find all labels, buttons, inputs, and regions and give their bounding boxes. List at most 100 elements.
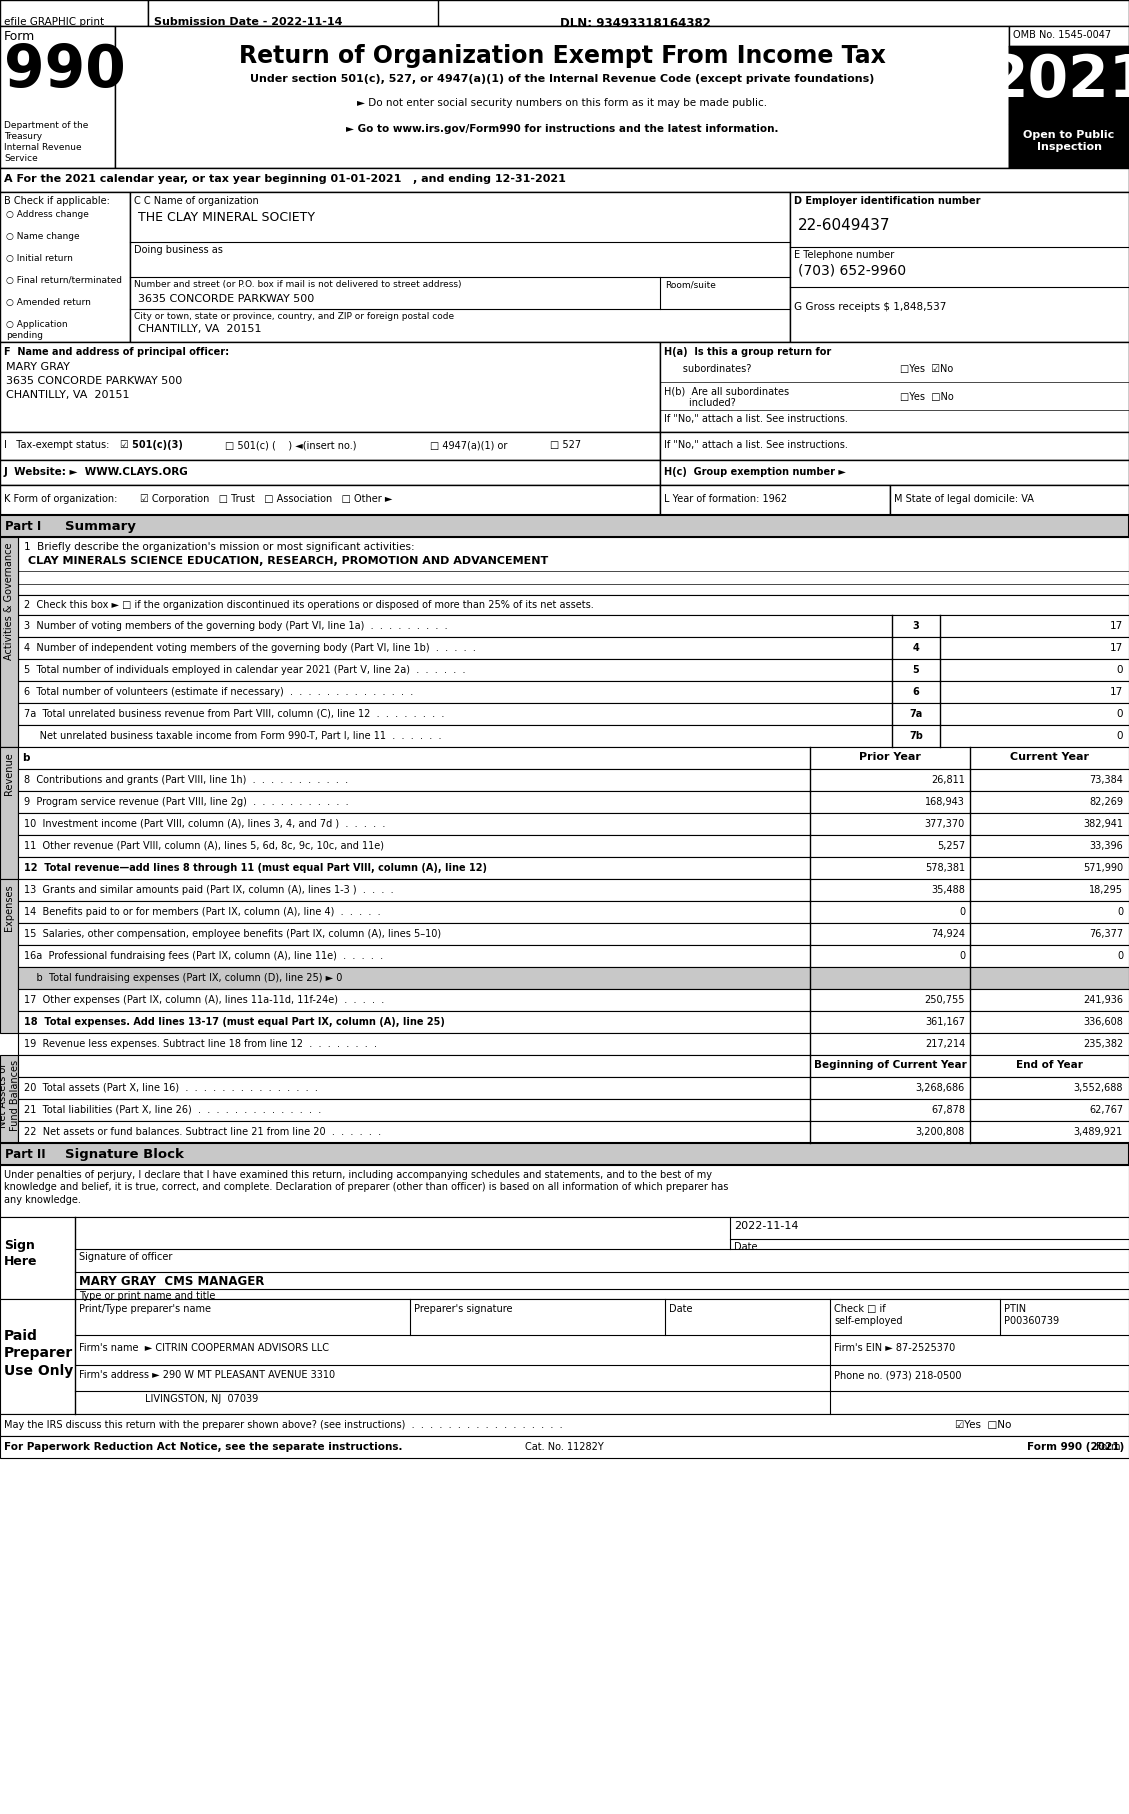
- Text: Phone no. (973) 218-0500: Phone no. (973) 218-0500: [834, 1370, 962, 1380]
- Text: 6: 6: [912, 688, 919, 697]
- Text: C C Name of organization: C C Name of organization: [134, 196, 259, 207]
- Text: 4  Number of independent voting members of the governing body (Part VI, line 1b): 4 Number of independent voting members o…: [24, 642, 476, 653]
- Bar: [0, 1217, 1129, 1299]
- Text: 7a  Total unrelated business revenue from Part VIII, column (C), line 12  .  .  : 7a Total unrelated business revenue from…: [24, 709, 445, 718]
- Text: 336,608: 336,608: [1083, 1018, 1123, 1027]
- Text: 3,268,686: 3,268,686: [916, 1083, 965, 1094]
- Text: 0: 0: [959, 907, 965, 918]
- Bar: [18, 1032, 1129, 1056]
- Text: Open to Public
Inspection: Open to Public Inspection: [1023, 131, 1114, 152]
- Text: ○ Name change: ○ Name change: [6, 232, 80, 241]
- Text: 6  Total number of volunteers (estimate if necessary)  .  .  .  .  .  .  .  .  .: 6 Total number of volunteers (estimate i…: [24, 688, 413, 697]
- Text: 17: 17: [1110, 620, 1123, 631]
- Text: ○ Initial return: ○ Initial return: [6, 254, 73, 263]
- Text: 382,941: 382,941: [1083, 818, 1123, 829]
- Text: 0: 0: [1117, 731, 1123, 740]
- Text: Under penalties of perjury, I declare that I have examined this return, includin: Under penalties of perjury, I declare th…: [5, 1170, 728, 1204]
- Text: 12  Total revenue—add lines 8 through 11 (must equal Part VIII, column (A), line: 12 Total revenue—add lines 8 through 11 …: [24, 863, 487, 873]
- Text: 19  Revenue less expenses. Subtract line 18 from line 12  .  .  .  .  .  .  .  .: 19 Revenue less expenses. Subtract line …: [24, 1039, 377, 1048]
- Text: 7a: 7a: [909, 709, 922, 718]
- Text: G Gross receipts $ 1,848,537: G Gross receipts $ 1,848,537: [794, 301, 946, 312]
- Text: I   Tax-exempt status:: I Tax-exempt status:: [5, 441, 110, 450]
- Bar: [18, 537, 1129, 595]
- Text: Firm's EIN ► 87-2525370: Firm's EIN ► 87-2525370: [834, 1342, 955, 1353]
- Text: 5,257: 5,257: [937, 842, 965, 851]
- Bar: [18, 880, 1129, 902]
- Bar: [18, 1056, 1129, 1078]
- Bar: [18, 769, 1129, 791]
- Text: Form: Form: [5, 31, 35, 44]
- Text: 76,377: 76,377: [1088, 929, 1123, 940]
- Bar: [1009, 25, 1129, 169]
- Text: THE CLAY MINERAL SOCIETY: THE CLAY MINERAL SOCIETY: [138, 210, 315, 223]
- Text: B Check if applicable:: B Check if applicable:: [5, 196, 110, 207]
- Text: Signature of officer: Signature of officer: [79, 1252, 173, 1263]
- Bar: [0, 343, 660, 432]
- Text: MARY GRAY: MARY GRAY: [6, 363, 70, 372]
- Bar: [660, 343, 1129, 432]
- Bar: [0, 432, 660, 461]
- Bar: [790, 192, 1129, 343]
- Text: OMB No. 1545-0047: OMB No. 1545-0047: [1013, 31, 1111, 40]
- Text: CHANTILLY, VA  20151: CHANTILLY, VA 20151: [138, 325, 262, 334]
- Text: 17  Other expenses (Part IX, column (A), lines 11a-11d, 11f-24e)  .  .  .  .  .: 17 Other expenses (Part IX, column (A), …: [24, 996, 384, 1005]
- Text: 18  Total expenses. Add lines 13-17 (must equal Part IX, column (A), line 25): 18 Total expenses. Add lines 13-17 (must…: [24, 1018, 445, 1027]
- Text: 8  Contributions and grants (Part VIII, line 1h)  .  .  .  .  .  .  .  .  .  .  : 8 Contributions and grants (Part VIII, l…: [24, 775, 348, 785]
- Text: ☑Yes  □No: ☑Yes □No: [955, 1420, 1012, 1429]
- Bar: [148, 0, 438, 25]
- Text: 17: 17: [1110, 688, 1123, 697]
- Bar: [0, 1413, 1129, 1437]
- Bar: [1009, 45, 1129, 123]
- Text: Expenses: Expenses: [5, 883, 14, 931]
- Text: M State of legal domicile: VA: M State of legal domicile: VA: [894, 493, 1034, 504]
- Text: 10  Investment income (Part VIII, column (A), lines 3, 4, and 7d )  .  .  .  .  : 10 Investment income (Part VIII, column …: [24, 818, 385, 829]
- Text: Cat. No. 11282Y: Cat. No. 11282Y: [525, 1442, 603, 1451]
- Bar: [18, 856, 1129, 880]
- Text: Summary: Summary: [65, 521, 135, 533]
- Text: J  Website: ►  WWW.CLAYS.ORG: J Website: ► WWW.CLAYS.ORG: [5, 466, 189, 477]
- Text: Sign
Here: Sign Here: [5, 1239, 37, 1268]
- Text: Return of Organization Exempt From Income Tax: Return of Organization Exempt From Incom…: [238, 44, 885, 67]
- Text: Doing business as: Doing business as: [134, 245, 222, 256]
- Text: 26,811: 26,811: [931, 775, 965, 785]
- Bar: [0, 0, 148, 25]
- Text: A For the 2021 calendar year, or tax year beginning 01-01-2021   , and ending 12: A For the 2021 calendar year, or tax yea…: [5, 174, 566, 183]
- Bar: [130, 192, 790, 343]
- Text: □Yes  ☑No: □Yes ☑No: [900, 365, 953, 374]
- Text: 3,489,921: 3,489,921: [1074, 1126, 1123, 1137]
- Text: 5  Total number of individuals employed in calendar year 2021 (Part V, line 2a) : 5 Total number of individuals employed i…: [24, 666, 465, 675]
- Text: K Form of organization:: K Form of organization:: [5, 493, 117, 504]
- Text: 74,924: 74,924: [931, 929, 965, 940]
- Text: □ 4947(a)(1) or: □ 4947(a)(1) or: [430, 441, 507, 450]
- Text: 13  Grants and similar amounts paid (Part IX, column (A), lines 1-3 )  .  .  .  : 13 Grants and similar amounts paid (Part…: [24, 885, 394, 894]
- Text: 377,370: 377,370: [925, 818, 965, 829]
- Text: 2021: 2021: [988, 53, 1129, 109]
- Text: Beginning of Current Year: Beginning of Current Year: [814, 1059, 966, 1070]
- Text: 22  Net assets or fund balances. Subtract line 21 from line 20  .  .  .  .  .  .: 22 Net assets or fund balances. Subtract…: [24, 1126, 382, 1137]
- Text: 16a  Professional fundraising fees (Part IX, column (A), line 11e)  .  .  .  .  : 16a Professional fundraising fees (Part …: [24, 951, 383, 961]
- Bar: [18, 704, 1129, 726]
- Bar: [0, 880, 18, 1032]
- Bar: [18, 945, 1129, 967]
- Text: Revenue: Revenue: [5, 753, 14, 795]
- Text: ► Go to www.irs.gov/Form990 for instructions and the latest information.: ► Go to www.irs.gov/Form990 for instruct…: [345, 123, 778, 134]
- Text: Under section 501(c), 527, or 4947(a)(1) of the Internal Revenue Code (except pr: Under section 501(c), 527, or 4947(a)(1)…: [250, 74, 874, 83]
- Bar: [0, 25, 115, 169]
- Text: 5: 5: [912, 666, 919, 675]
- Bar: [0, 1299, 1129, 1413]
- Text: Submission Date - 2022-11-14: Submission Date - 2022-11-14: [154, 16, 342, 27]
- Text: 571,990: 571,990: [1083, 863, 1123, 873]
- Text: Part II: Part II: [5, 1148, 45, 1161]
- Text: ○ Final return/terminated: ○ Final return/terminated: [6, 276, 122, 285]
- Text: Room/suite: Room/suite: [665, 279, 716, 288]
- Text: □ 501(c) (    ) ◄(insert no.): □ 501(c) ( ) ◄(insert no.): [225, 441, 357, 450]
- Text: 21  Total liabilities (Part X, line 26)  .  .  .  .  .  .  .  .  .  .  .  .  .  : 21 Total liabilities (Part X, line 26) .…: [24, 1105, 322, 1116]
- Text: 3  Number of voting members of the governing body (Part VI, line 1a)  .  .  .  .: 3 Number of voting members of the govern…: [24, 620, 447, 631]
- Text: ○ Address change: ○ Address change: [6, 210, 89, 219]
- Bar: [0, 1165, 1129, 1217]
- Text: (703) 652-9960: (703) 652-9960: [798, 265, 907, 278]
- Bar: [1009, 123, 1129, 169]
- Text: 7b: 7b: [909, 731, 922, 740]
- Text: b  Total fundraising expenses (Part IX, column (D), line 25) ► 0: b Total fundraising expenses (Part IX, c…: [24, 972, 342, 983]
- Bar: [0, 192, 130, 343]
